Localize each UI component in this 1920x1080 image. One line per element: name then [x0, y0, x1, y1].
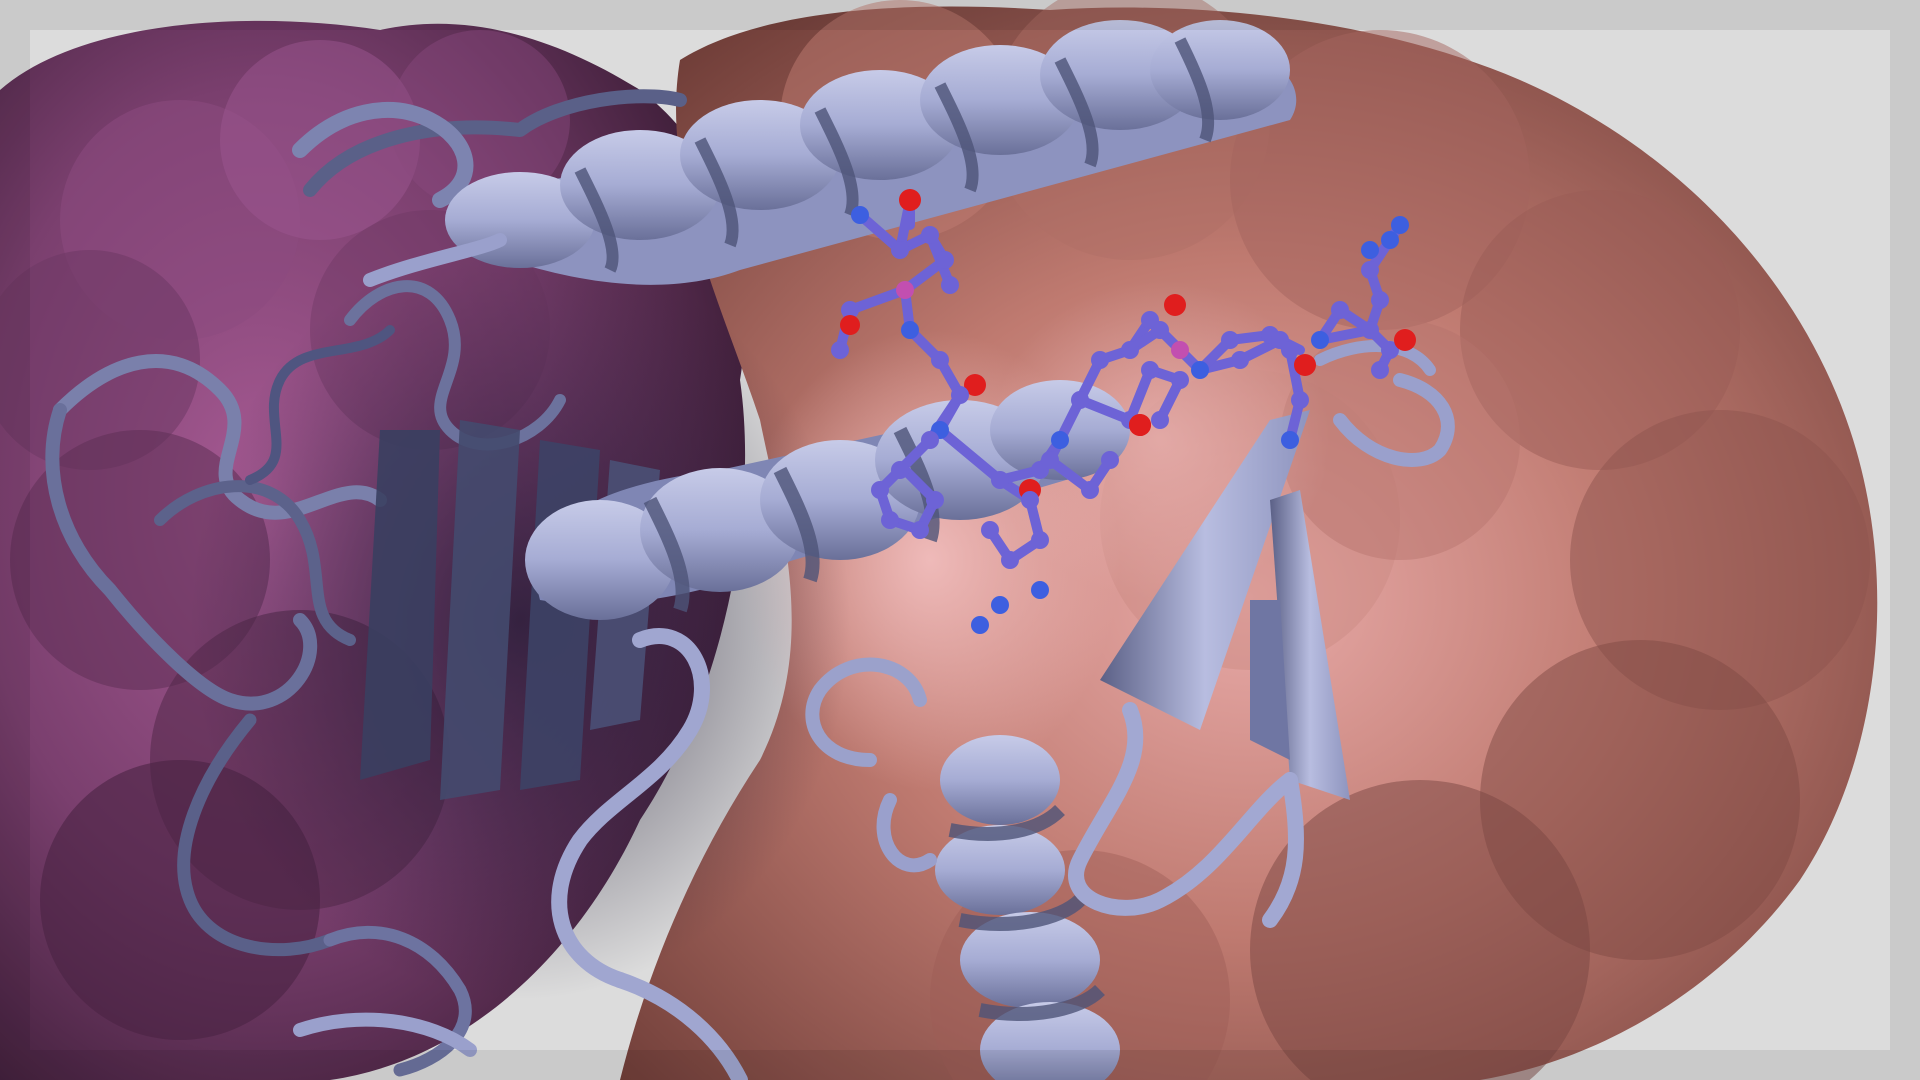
protein-coils-back: [45, 89, 687, 1077]
top-alpha-helix: [445, 20, 1297, 285]
bottom-alpha-helix: [935, 735, 1120, 1080]
ligand-atoms: [831, 189, 1416, 634]
beta-strands-front: [1100, 410, 1350, 800]
ribbon-shadow: [190, 240, 850, 1000]
